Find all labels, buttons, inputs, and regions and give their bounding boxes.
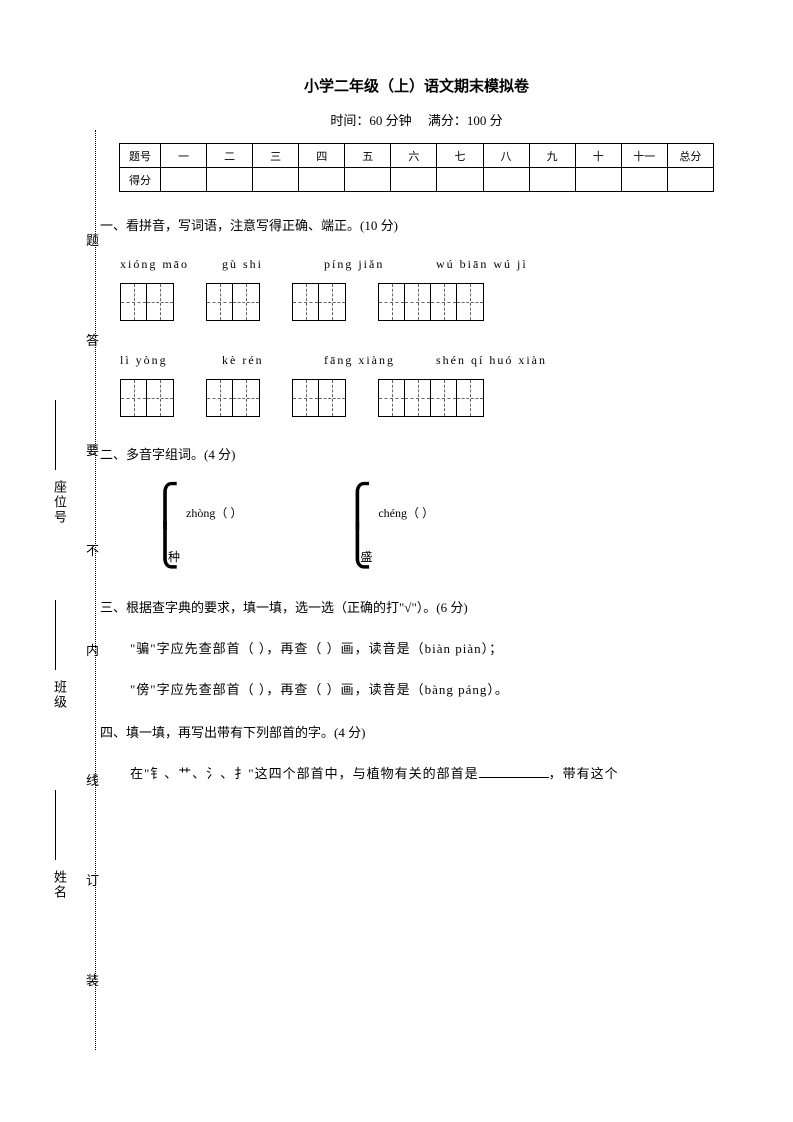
seat-label: 座位号: [50, 480, 69, 525]
q2-title: 二、多音字组词。(4 分): [100, 441, 733, 470]
pinyin: píng jiǎn: [324, 251, 404, 277]
th: 七: [437, 144, 483, 168]
td: 得分: [120, 168, 161, 192]
pinyin: wú biān wú jì: [436, 251, 528, 277]
th: 十一: [621, 144, 667, 168]
header: 小学二年级（上）语文期末模拟卷 时间：60 分钟 满分：100 分: [100, 75, 733, 129]
q4-title: 四、填一填，再写出带有下列部首的字。(4 分): [100, 719, 733, 748]
pinyin: fāng xiàng: [324, 347, 404, 373]
char-grid[interactable]: [292, 283, 346, 321]
poly-pinyin: zhòng（ ）: [186, 500, 242, 526]
td[interactable]: [207, 168, 253, 192]
blank[interactable]: [479, 764, 549, 778]
td[interactable]: [345, 168, 391, 192]
th: 五: [345, 144, 391, 168]
th: 一: [160, 144, 206, 168]
td[interactable]: [529, 168, 575, 192]
td[interactable]: [391, 168, 437, 192]
margin-char: 内: [86, 640, 99, 659]
margin-char: 要: [86, 440, 99, 459]
poly-group: ⎧⎩ zhòng（ ） 种: [150, 486, 242, 566]
th: 题号: [120, 144, 161, 168]
subtitle: 时间：60 分钟 满分：100 分: [100, 110, 733, 129]
q1-title: 一、看拼音，写词语，注意写得正确、端正。(10 分): [100, 212, 733, 241]
char-grid[interactable]: [378, 283, 484, 321]
td[interactable]: [575, 168, 621, 192]
char-grid[interactable]: [120, 379, 174, 417]
th: 三: [253, 144, 299, 168]
margin-char: 不: [86, 540, 99, 559]
q3-line1: "骗"字应先查部首（ ），再查（ ）画，读音是（biàn piàn）；: [130, 633, 733, 664]
pinyin-row: lì yòng kè rén fāng xiàng shén qí huó xi…: [120, 347, 733, 373]
q4-line1: 在"钅、艹、氵、扌"这四个部首中，与植物有关的部首是 ，带有这个: [130, 758, 733, 789]
class-underline: [55, 600, 56, 670]
page-title: 小学二年级（上）语文期末模拟卷: [100, 75, 733, 96]
th: 总分: [667, 144, 713, 168]
char-grid[interactable]: [206, 283, 260, 321]
char-grid[interactable]: [120, 283, 174, 321]
char-grid[interactable]: [292, 379, 346, 417]
td[interactable]: [253, 168, 299, 192]
th: 二: [207, 144, 253, 168]
seat-underline: [55, 400, 56, 470]
name-underline: [55, 790, 56, 860]
char-grid[interactable]: [378, 379, 484, 417]
grid-row: [120, 379, 733, 417]
margin-char: 订: [86, 870, 99, 889]
binding-margin: 姓名 班级 座位号 装 订 线 内 不 要 答 题: [60, 130, 100, 1050]
td[interactable]: [667, 168, 713, 192]
th: 九: [529, 144, 575, 168]
pinyin-row: xióng māo gù shi píng jiǎn wú biān wú jì: [120, 251, 733, 277]
td[interactable]: [299, 168, 345, 192]
dotted-line: [95, 130, 96, 1050]
q3-title: 三、根据查字典的要求，填一填，选一选（正确的打"√"）。(6 分): [100, 594, 733, 623]
grid-row: [120, 283, 733, 321]
td[interactable]: [621, 168, 667, 192]
margin-char: 答: [86, 330, 99, 349]
char-grid[interactable]: [206, 379, 260, 417]
content: 一、看拼音，写词语，注意写得正确、端正。(10 分) xióng māo gù …: [100, 212, 733, 789]
poly-char: 种: [168, 544, 224, 570]
polyphonic-row: ⎧⎩ zhòng（ ） 种 ⎧⎩ chéng（ ） 盛: [150, 486, 733, 566]
margin-char: 题: [86, 230, 99, 249]
th: 六: [391, 144, 437, 168]
poly-group: ⎧⎩ chéng（ ） 盛: [342, 486, 434, 566]
class-label: 班级: [50, 680, 69, 710]
name-label: 姓名: [50, 870, 69, 900]
margin-char: 装: [86, 970, 99, 989]
q3-line2: "傍"字应先查部首（ ），再查（ ）画，读音是（bàng páng）。: [130, 674, 733, 705]
poly-pinyin: chéng（ ）: [378, 500, 434, 526]
th: 四: [299, 144, 345, 168]
score-table: 题号 一 二 三 四 五 六 七 八 九 十 十一 总分 得分: [119, 143, 714, 192]
table-row: 题号 一 二 三 四 五 六 七 八 九 十 十一 总分: [120, 144, 714, 168]
pinyin: gù shi: [222, 251, 292, 277]
td[interactable]: [160, 168, 206, 192]
table-row: 得分: [120, 168, 714, 192]
td[interactable]: [483, 168, 529, 192]
poly-char: 盛: [360, 544, 416, 570]
pinyin: kè rén: [222, 347, 292, 373]
q4-text-a: 在"钅、艹、氵、扌"这四个部首中，与植物有关的部首是: [130, 766, 479, 781]
th: 十: [575, 144, 621, 168]
q4-text-b: ，带有这个: [549, 766, 619, 781]
pinyin: shén qí huó xiàn: [436, 347, 547, 373]
time-label: 时间：60 分钟: [330, 113, 411, 128]
score-label: 满分：100 分: [428, 113, 503, 128]
td[interactable]: [437, 168, 483, 192]
pinyin: lì yòng: [120, 347, 190, 373]
pinyin: xióng māo: [120, 251, 190, 277]
th: 八: [483, 144, 529, 168]
margin-char: 线: [86, 770, 99, 789]
